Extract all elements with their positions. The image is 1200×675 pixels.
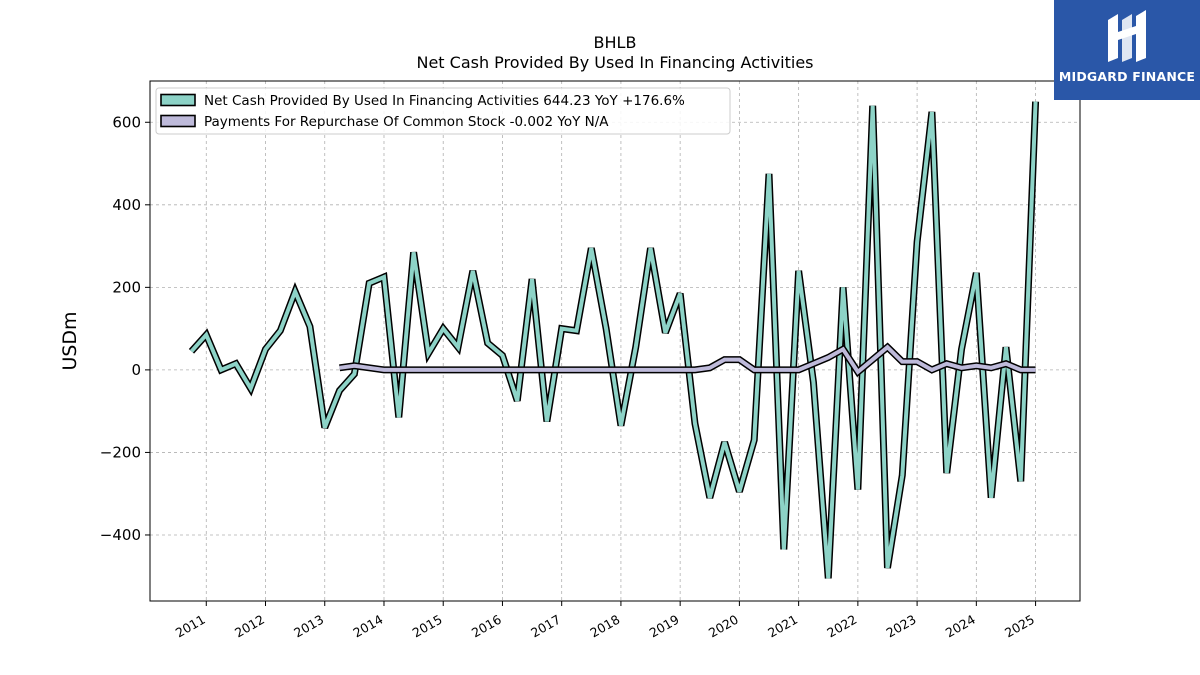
x-tick-label: 2023 — [884, 612, 919, 641]
series-1 — [188, 101, 1040, 579]
grid-lines — [150, 81, 1080, 601]
series-2 — [339, 342, 1036, 378]
x-tick-label: 2016 — [469, 612, 504, 641]
x-tick-label: 2015 — [410, 612, 445, 641]
legend: Net Cash Provided By Used In Financing A… — [155, 87, 731, 135]
x-tick-label: 2022 — [824, 612, 859, 641]
y-axis: −400 −200 0 200 400 600 — [100, 113, 150, 544]
y-axis-label: USDm — [59, 311, 81, 370]
y-tick-label: 400 — [112, 196, 141, 214]
x-tick-label: 2011 — [173, 612, 208, 641]
series-line — [339, 344, 1036, 375]
legend-label: Payments For Repurchase Of Common Stock … — [204, 114, 609, 130]
legend-swatch — [160, 114, 196, 128]
x-tick-label: 2018 — [587, 612, 622, 641]
brand-name: MIDGARD FINANCE — [1058, 69, 1196, 84]
brand-logo: MIDGARD FINANCE — [1054, 0, 1200, 100]
x-tick-label: 2017 — [528, 612, 563, 641]
brand-mark-icon — [1108, 10, 1146, 62]
x-tick-label: 2021 — [765, 612, 800, 641]
y-tick-label: −200 — [100, 443, 141, 461]
legend-swatch — [160, 93, 196, 107]
series-lines — [188, 101, 1040, 579]
y-tick-label: 200 — [112, 278, 141, 296]
x-tick-label: 2013 — [291, 612, 326, 641]
chart-title: BHLB — [594, 33, 637, 52]
x-tick-label: 2019 — [647, 612, 682, 641]
y-tick-label: −400 — [100, 526, 141, 544]
y-tick-label: 0 — [131, 361, 141, 379]
x-tick-label: 2025 — [1002, 612, 1037, 641]
y-tick-label: 600 — [112, 113, 141, 131]
x-tick-label: 2012 — [232, 612, 267, 641]
x-tick-label: 2024 — [943, 612, 978, 641]
legend-frame — [155, 87, 731, 135]
x-tick-label: 2014 — [350, 612, 385, 641]
x-axis: 2011 2012 2013 2014 2015 2016 2017 2018 2019 2020… — [173, 601, 1037, 641]
legend-label: Net Cash Provided By Used In Financing A… — [204, 93, 685, 109]
x-tick-label: 2020 — [706, 612, 741, 641]
series-line — [189, 101, 1038, 579]
chart-subtitle: Net Cash Provided By Used In Financing A… — [416, 53, 813, 72]
plot-area-frame — [149, 80, 1081, 602]
